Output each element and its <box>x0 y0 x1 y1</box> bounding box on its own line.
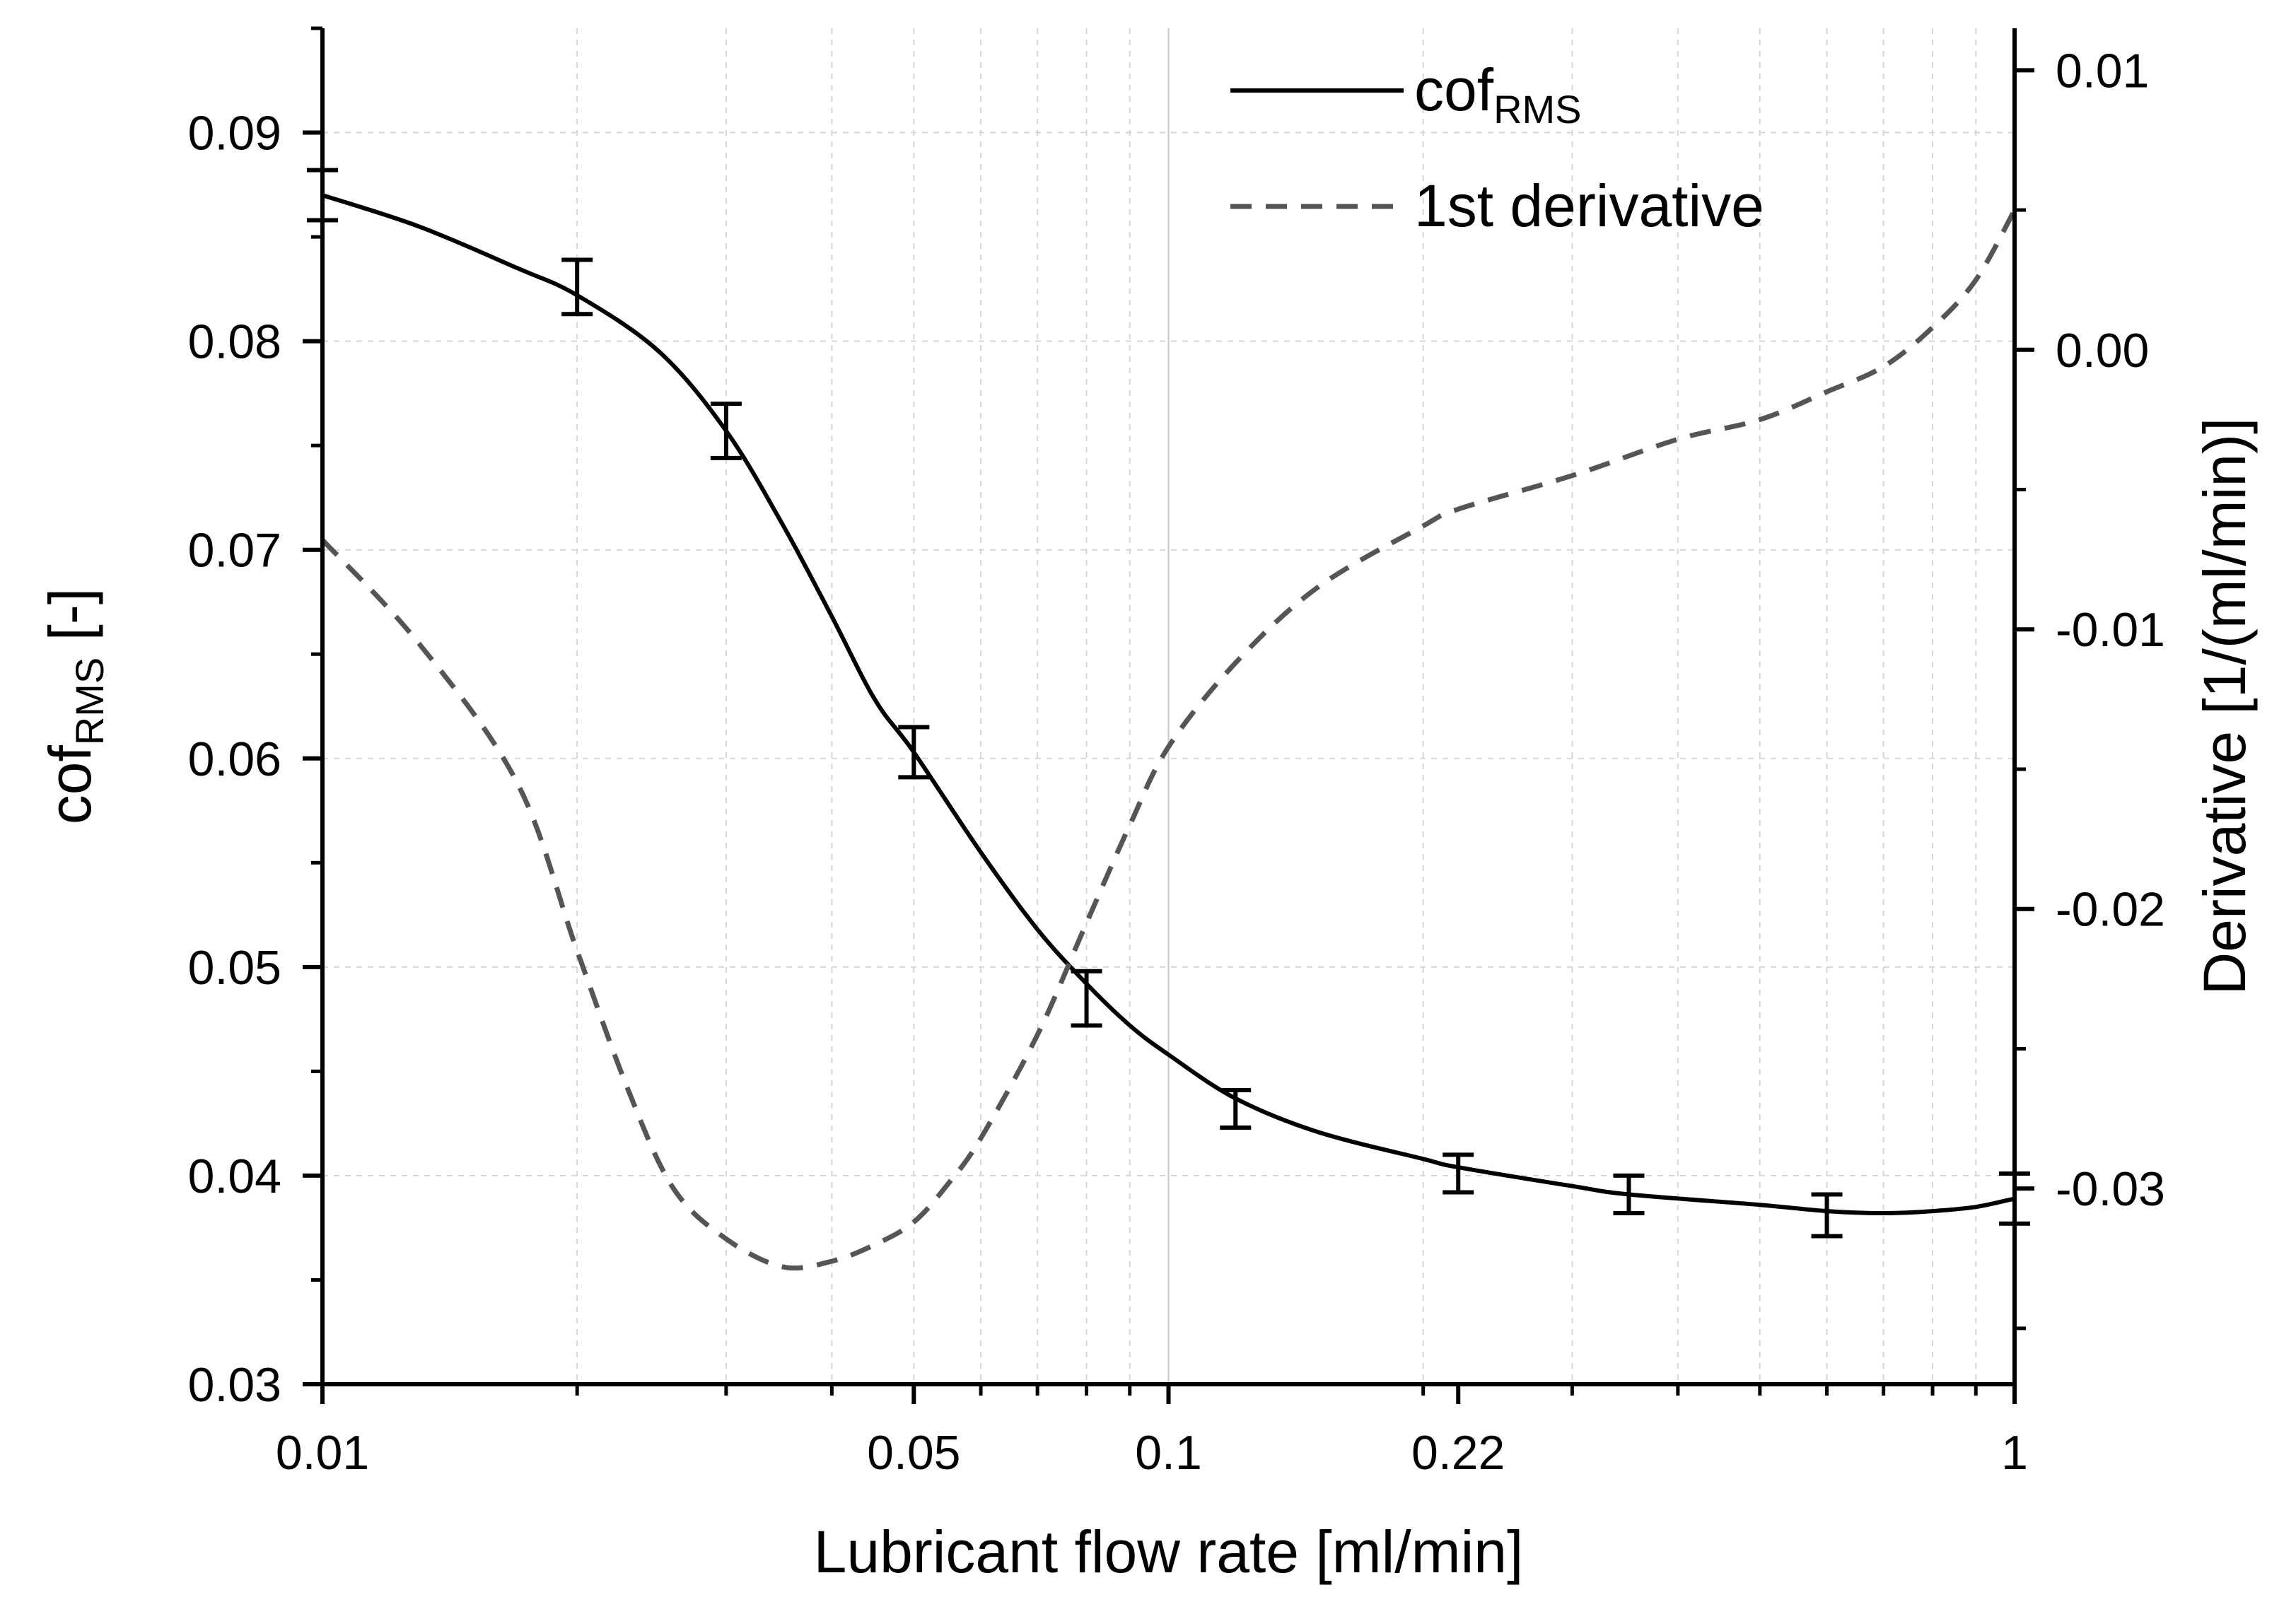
legend-item: cofRMS <box>1230 57 1582 131</box>
y-tick-label: 0.08 <box>188 315 281 369</box>
cof-rms-series-line <box>322 193 2015 1215</box>
error-bar <box>1220 1087 1252 1130</box>
y2-axis-title: Derivative [1/(ml/min)] <box>2191 418 2258 995</box>
x-tick-label: 0.05 <box>867 1426 960 1480</box>
legend-label-sub: RMS <box>1493 87 1581 131</box>
legend-label: 1st derivative <box>1414 173 1764 239</box>
series-layer <box>320 193 2017 1271</box>
y-tick-label: 0.07 <box>188 524 281 578</box>
error-bar <box>561 257 593 317</box>
y2-tick-label: -0.03 <box>2056 1162 2165 1216</box>
legend-item: 1st derivative <box>1230 173 1764 239</box>
legend-label: cofRMS <box>1414 57 1582 131</box>
y-tick-label: 0.03 <box>188 1358 281 1412</box>
error-bar <box>898 725 930 780</box>
x-tick-label: 1 <box>2001 1426 2028 1480</box>
legend-label-main: 1st derivative <box>1414 173 1764 239</box>
y-axis-title: cofRMS [-] <box>37 588 112 825</box>
error-bar <box>1071 969 1102 1028</box>
x-tick-label: 0.01 <box>276 1426 369 1480</box>
x-tick-label: 0.1 <box>1135 1426 1202 1480</box>
x-tick-label: 0.22 <box>1411 1426 1505 1480</box>
y-axis-title-sub: RMS <box>67 657 112 745</box>
y-tick-label: 0.04 <box>188 1150 281 1203</box>
y-axis-title-main: cof <box>37 745 103 825</box>
y2-axis-title-group: Derivative [1/(ml/min)] <box>2191 418 2258 995</box>
y2-tick-label: 0.00 <box>2056 324 2149 378</box>
y-tick-label: 0.05 <box>188 941 281 995</box>
y-tick-label: 0.06 <box>188 732 281 786</box>
y-axis-title-group: cofRMS [-] <box>37 588 112 825</box>
y-axis-title-suffix: [-] <box>37 588 103 657</box>
legend-layer: cofRMS 1st derivative <box>1230 57 1764 239</box>
y-tick-label: 0.09 <box>188 107 281 160</box>
y2-tick-label: -0.02 <box>2056 883 2165 937</box>
error-bar <box>710 402 742 460</box>
error-bar <box>1811 1192 1843 1239</box>
y2-tick-label: 0.01 <box>2056 44 2149 98</box>
axes-layer: 0.03 0.04 0.05 0.06 0.07 0.08 0.09 -0.03 -0.02 -0… <box>37 26 2258 1585</box>
y2-tick-label: -0.01 <box>2056 603 2165 657</box>
legend-label-main: cof <box>1414 57 1494 123</box>
x-axis-title: Lubricant flow rate [ml/min] <box>814 1519 1524 1585</box>
error-bar <box>1443 1152 1474 1195</box>
error-bar <box>1613 1173 1645 1216</box>
